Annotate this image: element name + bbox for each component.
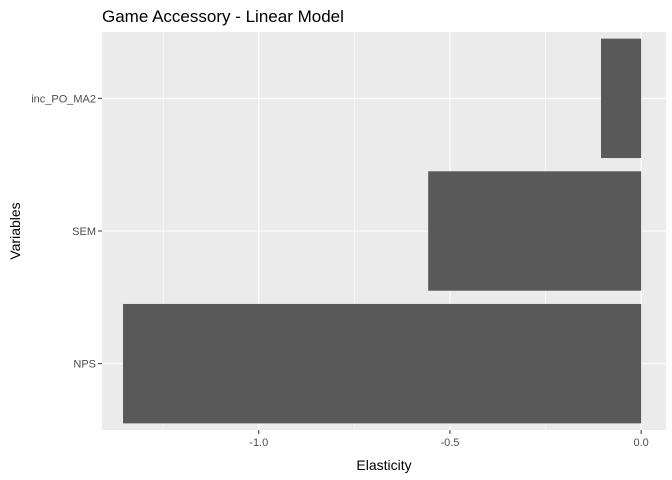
y-axis-ticks: NPS SEM inc_PO_MA2 <box>31 93 102 371</box>
x-tick-label: -1.0 <box>249 437 268 449</box>
y-axis-title: Variables <box>7 202 23 259</box>
bars <box>123 38 642 424</box>
x-tick-label: 0.0 <box>633 437 648 449</box>
y-tick-label: SEM <box>72 226 96 238</box>
y-tick-label: inc_PO_MA2 <box>31 93 96 105</box>
y-tick-label: NPS <box>73 359 96 371</box>
x-axis-title: Elasticity <box>356 457 411 473</box>
x-axis-ticks: -1.0 -0.5 0.0 <box>249 430 649 449</box>
chart-title: Game Accessory - Linear Model <box>102 7 344 26</box>
bar-sem <box>428 171 642 291</box>
x-tick-label: -0.5 <box>440 437 459 449</box>
bar-nps <box>123 303 642 424</box>
bar-inc_po_ma2 <box>600 38 642 159</box>
